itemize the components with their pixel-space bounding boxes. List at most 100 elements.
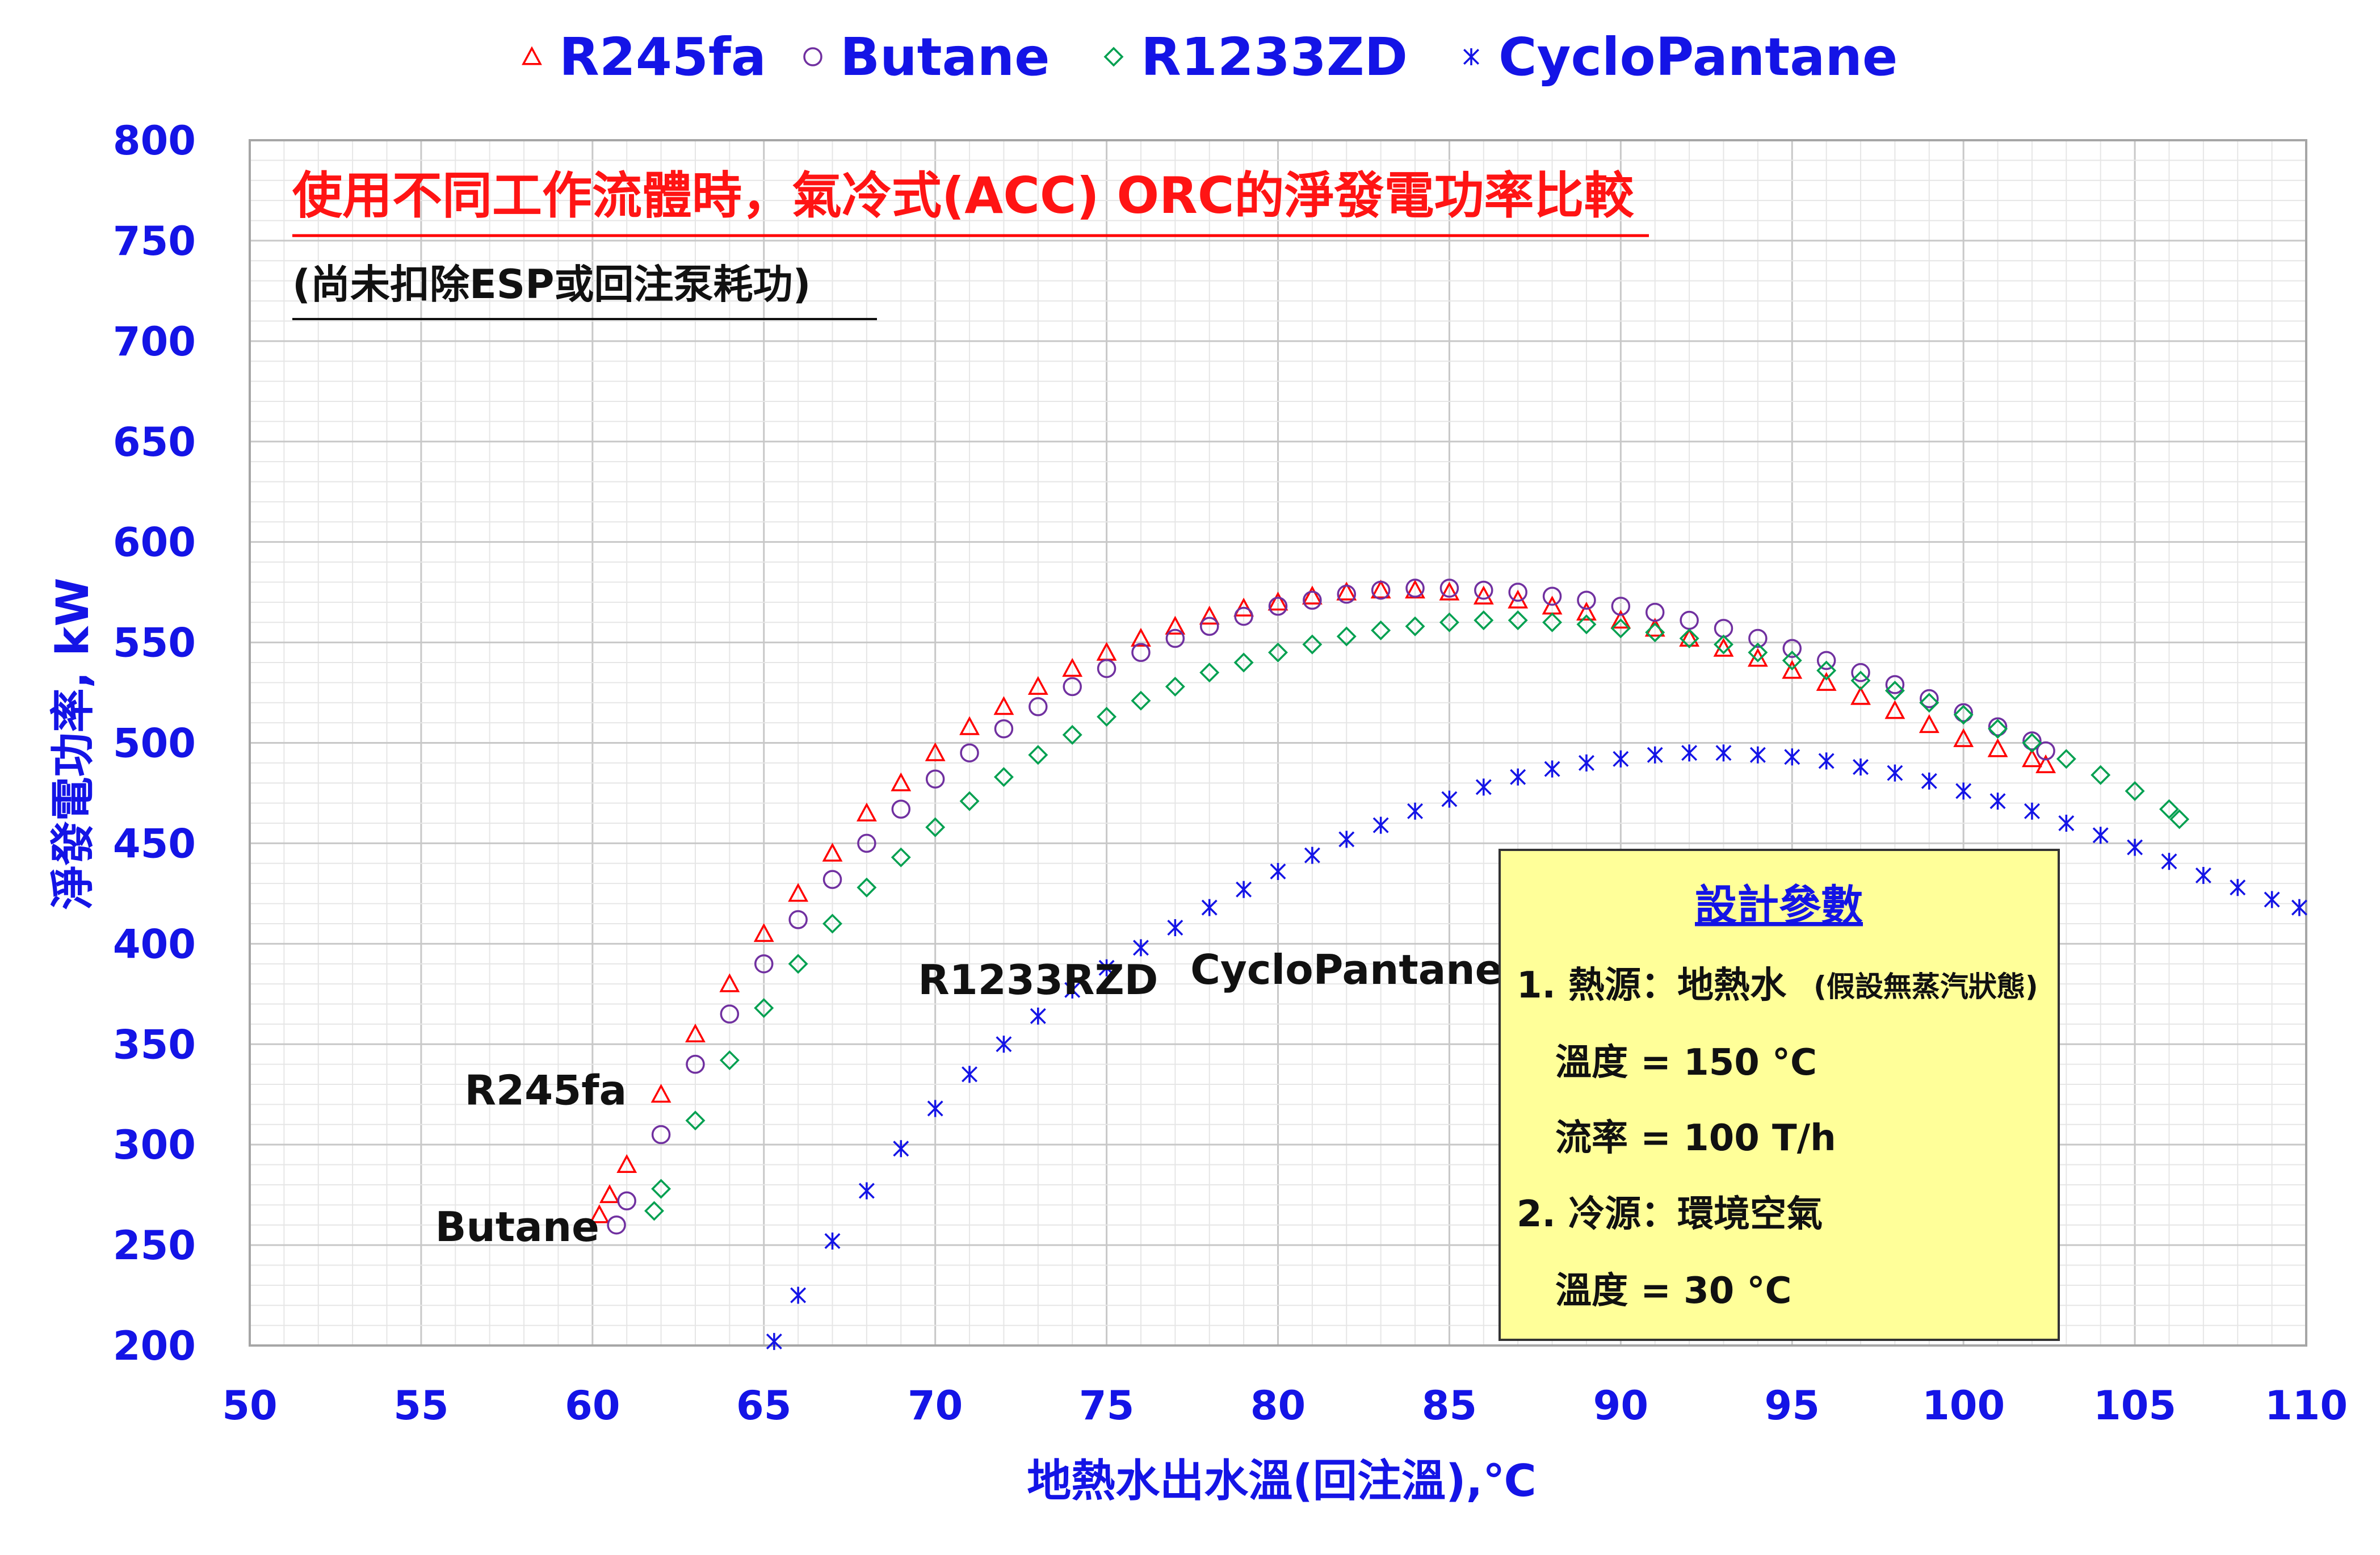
point-r245fa [599,1184,620,1204]
point-r245fa [925,742,946,761]
point-butane [1439,579,1459,598]
point-cyclopantane [1989,793,2006,810]
point-cyclopantane [2264,891,2280,908]
point-cyclopantane [1681,744,1698,762]
point-butane [1337,584,1357,604]
info-line-3: 流率 = 100 T/h [1555,1117,1836,1159]
point-r1233zd [1816,660,1837,681]
curve-label: R245fa [465,1066,627,1114]
legend: R245fa Butane R1233ZD CycloPantane [522,27,1898,87]
point-cyclopantane [1030,1007,1046,1025]
point-r1233zd [644,1201,664,1221]
point-r1233zd [1268,642,1288,663]
point-cyclopantane [1853,758,1869,776]
point-r1233zd [2159,799,2179,819]
point-r245fa [822,843,843,862]
point-r245fa [616,1154,637,1173]
point-butane [1131,643,1151,663]
point-cyclopantane [766,1332,782,1350]
legend-label-butane: Butane [840,27,1050,87]
point-cyclopantane [1201,899,1218,916]
point-r1233zd [959,791,980,811]
point-r1233zd [993,767,1014,787]
point-butane [1268,597,1288,616]
point-cyclopantane [1749,746,1766,764]
point-r1233zd [1199,663,1220,683]
series-r245fa [589,579,2056,1223]
y-tick-label: 250 [113,1222,196,1269]
point-butane [1097,659,1116,678]
y-tick-label: 750 [113,218,196,265]
point-cyclopantane [2127,839,2143,856]
point-r1233zd [1062,724,1082,745]
point-cyclopantane [1270,862,1286,880]
point-r1233zd [1714,634,1733,655]
point-cyclopantane [1064,981,1081,999]
x-axis-title: 地熱水出水溫(回注溫),℃ [1027,1456,1536,1507]
point-butane [788,910,808,929]
point-butane [686,1054,705,1074]
point-cyclopantane [1544,760,1560,778]
y-tick-label: 550 [113,620,196,667]
point-r245fa [1439,581,1460,601]
point-cyclopantane [1715,744,1732,762]
plot-frame [249,139,2307,1347]
point-cyclopantane [1784,748,1800,766]
point-r1233zd [1439,612,1459,632]
point-cyclopantane [2195,867,2211,885]
point-butane [2036,741,2055,761]
legend-label-cyclopantane: CycloPantane [1498,27,1898,87]
point-r245fa [753,923,774,942]
point-cyclopantane [1887,764,1903,782]
point-r1233zd [1028,745,1048,765]
legend-marker-r1233zd [1103,47,1124,67]
point-r1233zd [1850,670,1871,691]
point-cyclopantane [2291,899,2307,916]
point-butane [1920,689,1939,709]
point-butane [607,1215,626,1235]
point-r245fa [650,1084,671,1103]
x-tick-label: 110 [2265,1382,2348,1429]
legend-marker-cyclopantane [1463,48,1479,65]
series-r1233zd [644,610,2190,1221]
point-butane [1303,590,1322,610]
point-r245fa [1233,597,1254,617]
point-butane [1954,703,1973,723]
point-butane [617,1191,636,1210]
curve-label: R1233RZD [918,956,1158,1004]
point-butane [1782,639,1802,658]
point-r245fa [1987,738,2008,757]
point-r1233zd [1645,622,1665,643]
point-butane [1748,628,1768,648]
y-tick-label: 200 [113,1323,196,1369]
x-tick-label: 95 [1765,1382,1820,1429]
x-tick-label: 90 [1593,1382,1648,1429]
point-butane [1885,675,1905,694]
point-butane [1371,580,1391,600]
point-butane [651,1125,671,1145]
point-r1233zd [1474,610,1494,631]
point-r1233zd [719,1050,740,1071]
point-r245fa [1473,585,1494,605]
point-cyclopantane [962,1066,978,1083]
point-cyclopantane [2058,815,2075,832]
point-cyclopantane [927,1100,943,1117]
point-cyclopantane [824,1233,841,1250]
point-r245fa [1610,609,1631,629]
chart-subtitle: (尚未扣除ESP或回注泵耗功) [292,261,811,308]
point-r1233zd [1782,650,1802,670]
point-r245fa [1131,627,1151,647]
point-r1233zd [754,998,774,1018]
series-layer [589,579,2307,1350]
point-r245fa [1165,615,1186,635]
point-r245fa [1027,676,1048,695]
point-r245fa [1884,700,1905,719]
y-tick-label: 300 [113,1122,196,1168]
point-butane [754,954,774,974]
point-butane [720,1004,740,1024]
x-tick-label: 105 [2093,1382,2176,1429]
point-r245fa [1199,605,1220,625]
point-r1233zd [2022,733,2042,753]
y-tick-label: 450 [113,820,196,867]
curve-labels: R245fa Butane R1233RZD CycloPantane [435,946,1503,1251]
